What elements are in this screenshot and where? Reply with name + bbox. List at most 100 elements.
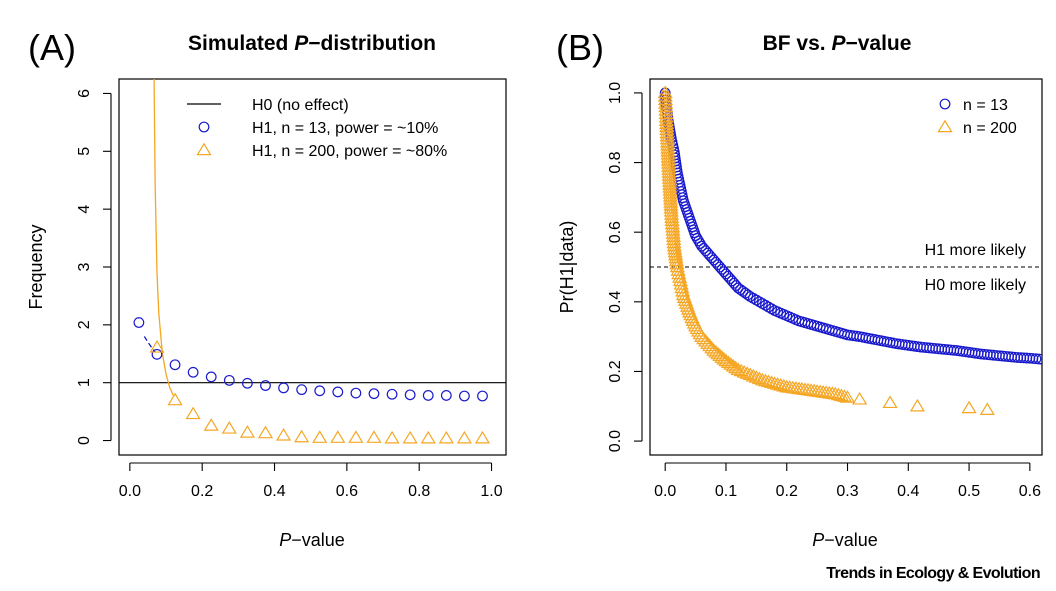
y-tick-label: 0.4 bbox=[607, 291, 624, 313]
panel-b-title: BF vs. P−value bbox=[763, 32, 912, 55]
panel-b-plot-area bbox=[650, 85, 1042, 415]
point-triangle bbox=[670, 263, 686, 276]
legend-triangle-marker bbox=[196, 142, 212, 156]
point-circle bbox=[368, 388, 380, 400]
journal-credit: Trends in Ecology & Evolution bbox=[826, 565, 1040, 582]
plot-marks bbox=[650, 85, 1042, 415]
legend-label: n = 13 bbox=[963, 97, 1008, 114]
point-triangle bbox=[961, 400, 977, 414]
point-triangle bbox=[669, 259, 685, 273]
x-tick-label: 0.0 bbox=[119, 483, 141, 500]
x-tick-label: 0.3 bbox=[836, 483, 858, 500]
x-tick-label: 0.4 bbox=[263, 483, 285, 500]
x-tick-label: 0.0 bbox=[654, 483, 676, 500]
x-tick-label: 0.1 bbox=[715, 483, 737, 500]
panel-a-plot-frame bbox=[118, 78, 507, 456]
legend-triangle-marker bbox=[937, 119, 953, 133]
point-triangle bbox=[149, 340, 165, 353]
panel-a-x-axis: 0.0 0.2 0.4 0.6 0.8 1.0 bbox=[119, 462, 503, 500]
panel-a: (A) Simulated P−distribution 0.0 0.2 0.4 0.… bbox=[26, 27, 507, 550]
point-circle bbox=[422, 390, 434, 401]
point-triangle bbox=[909, 398, 925, 412]
y-tick-label: 6 bbox=[76, 89, 93, 98]
point-circle bbox=[691, 232, 703, 244]
point-circle bbox=[332, 386, 344, 398]
point-triangle bbox=[839, 390, 856, 403]
point-circle bbox=[151, 348, 163, 360]
panel-b-y-axis: 0.0 0.2 0.4 0.6 0.8 1.0 bbox=[607, 82, 643, 452]
point-circle bbox=[260, 380, 271, 391]
point-triangle bbox=[742, 367, 758, 381]
point-circle bbox=[296, 384, 308, 396]
point-triangle bbox=[275, 427, 292, 441]
y-tick-label: 0.8 bbox=[607, 151, 624, 173]
point-circle bbox=[187, 366, 199, 378]
y-tick-label: 0.0 bbox=[607, 430, 624, 452]
legend-circle-marker bbox=[198, 121, 210, 133]
panel-a-y-axis-label: Frequency bbox=[26, 224, 46, 309]
point-circle bbox=[1030, 353, 1042, 365]
panel-b: (B) BF vs. P−value 0.0 0.1 0.2 0.3 0.4 0.5 0.6… bbox=[556, 27, 1043, 550]
point-triangle bbox=[257, 425, 274, 439]
x-tick-label: 0.6 bbox=[336, 483, 358, 500]
point-triangle bbox=[745, 368, 761, 382]
point-triangle bbox=[733, 363, 749, 377]
point-circle bbox=[404, 389, 416, 401]
point-circle bbox=[278, 382, 289, 394]
point-triangle bbox=[675, 284, 691, 297]
point-triangle bbox=[239, 425, 255, 438]
x-tick-label: 0.2 bbox=[191, 483, 213, 500]
point-triangle bbox=[366, 430, 382, 443]
panel-b-y-axis-label: Pr(H1|data) bbox=[557, 221, 577, 314]
point-circle bbox=[742, 289, 754, 301]
point-triangle bbox=[669, 256, 685, 270]
point-triangle bbox=[402, 430, 418, 444]
point-triangle bbox=[979, 402, 995, 415]
point-triangle bbox=[678, 296, 695, 309]
point-circle bbox=[314, 385, 326, 397]
legend-label: H0 (no effect) bbox=[252, 97, 349, 114]
point-triangle bbox=[672, 273, 688, 287]
point-triangle bbox=[677, 293, 694, 306]
point-triangle bbox=[348, 430, 364, 443]
point-triangle bbox=[674, 280, 690, 294]
x-tick-label: 0.6 bbox=[1019, 483, 1041, 500]
point-triangle bbox=[751, 371, 767, 385]
panel-a-title: Simulated P−distribution bbox=[188, 32, 436, 55]
point-triangle bbox=[438, 430, 454, 444]
point-triangle bbox=[836, 389, 853, 402]
density-curve bbox=[143, 336, 156, 353]
point-triangle bbox=[728, 360, 744, 374]
point-triangle bbox=[185, 406, 201, 420]
point-circle bbox=[1033, 353, 1042, 365]
point-triangle bbox=[676, 290, 693, 304]
panel-b-letter: (B) bbox=[556, 27, 604, 68]
point-circle bbox=[205, 371, 217, 383]
x-tick-label: 0.5 bbox=[958, 483, 980, 500]
point-triangle bbox=[882, 395, 898, 409]
plot-marks bbox=[119, 79, 506, 444]
point-circle bbox=[440, 390, 452, 401]
panel-a-legend: H0 (no effect) H1, n = 13, power = ~10% H1… bbox=[187, 97, 447, 160]
panel-a-letter: (A) bbox=[28, 27, 76, 68]
point-triangle bbox=[312, 430, 328, 443]
point-circle bbox=[1036, 353, 1042, 365]
point-circle bbox=[386, 388, 398, 400]
y-tick-label: 2 bbox=[76, 320, 93, 329]
legend-circle-marker bbox=[939, 98, 951, 110]
legend-label: H1, n = 200, power = ~80% bbox=[252, 143, 447, 160]
panel-a-y-axis: 0 1 2 3 4 5 6 bbox=[76, 89, 112, 445]
point-triangle bbox=[739, 366, 755, 379]
x-tick-label: 0.4 bbox=[897, 483, 919, 500]
point-triangle bbox=[668, 253, 685, 267]
point-circle bbox=[241, 377, 253, 389]
point-triangle bbox=[221, 421, 237, 434]
point-triangle bbox=[852, 391, 868, 405]
point-circle bbox=[693, 235, 705, 247]
point-circle bbox=[459, 390, 470, 402]
point-triangle bbox=[748, 370, 764, 383]
legend-label: n = 200 bbox=[963, 120, 1017, 137]
point-triangle bbox=[203, 418, 219, 431]
point-circle bbox=[223, 374, 235, 386]
density-curve bbox=[153, 79, 174, 396]
